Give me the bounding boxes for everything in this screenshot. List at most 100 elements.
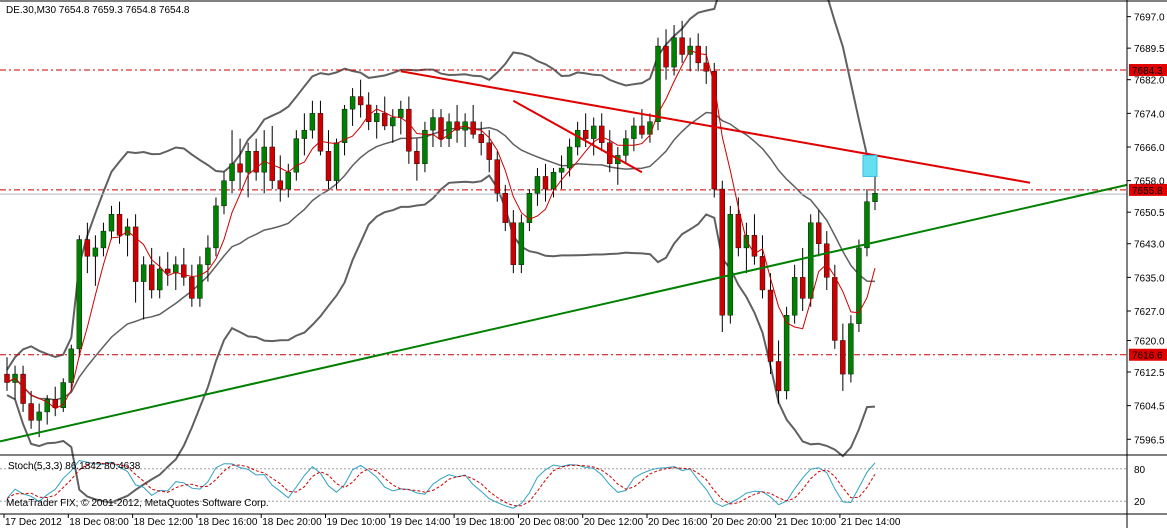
- price-tag: [1129, 64, 1167, 77]
- candle-body: [582, 129, 589, 139]
- candle-body: [157, 268, 163, 291]
- candle-body: [655, 45, 661, 122]
- candle-body: [695, 45, 701, 64]
- candle: [108, 205, 115, 240]
- candle-body: [60, 382, 66, 408]
- candle-body: [382, 113, 388, 127]
- trendlines[interactable]: [0, 70, 1128, 443]
- price-tag-label: 7655.8: [1132, 186, 1163, 197]
- candle-body: [631, 125, 637, 139]
- candle-body: [840, 340, 846, 375]
- copyright-text: MetaTrader FIX, © 2001-2012, MetaQuotes …: [6, 498, 269, 509]
- candle-body: [197, 264, 203, 299]
- candle: [494, 151, 500, 202]
- candle-body: [414, 150, 420, 165]
- candle-body: [237, 163, 243, 173]
- candle: [518, 214, 525, 274]
- candle: [767, 273, 774, 375]
- horizontal-levels[interactable]: 7684.3 7655.8 7616.6: [0, 64, 1167, 362]
- candle: [430, 109, 436, 147]
- time-tick-label: 20 Dec 08:00: [519, 517, 579, 528]
- candle-body: [285, 172, 291, 190]
- candle-body: [783, 315, 790, 392]
- stoch-axis-label: 20: [1134, 497, 1146, 508]
- candle-body: [743, 235, 750, 249]
- time-tick-label: 19 Dec 14:00: [391, 517, 451, 528]
- candle-body: [751, 235, 758, 257]
- candle-body: [502, 193, 508, 223]
- candle-body: [341, 108, 348, 143]
- candle: [92, 235, 99, 286]
- price-tick-label: 7658.0: [1134, 177, 1165, 188]
- price-tick-label: 7643.0: [1134, 240, 1165, 251]
- price-tag: [1129, 348, 1167, 361]
- candle-body: [848, 323, 854, 375]
- time-tick-label: 18 Dec 16:00: [198, 517, 258, 528]
- candle: [349, 88, 356, 126]
- price-tick-label: 7635.0: [1134, 273, 1165, 284]
- candle: [173, 256, 179, 290]
- price-tick-label: 7620.0: [1134, 336, 1165, 347]
- candle-body: [542, 176, 549, 190]
- candle: [293, 130, 300, 181]
- candle-body: [92, 247, 99, 257]
- candle-body: [679, 37, 685, 55]
- candle-body: [309, 113, 316, 131]
- candle-body: [526, 193, 533, 223]
- candle-body: [518, 222, 525, 265]
- time-tick-label: 18 Dec 08:00: [69, 517, 129, 528]
- stochastic-panel: 80 20: [0, 459, 1146, 509]
- candle: [357, 79, 364, 118]
- candle: [84, 222, 91, 274]
- candle-body: [398, 108, 404, 118]
- price-tag-label: 7616.6: [1132, 351, 1163, 362]
- green-support-trendline[interactable]: [0, 183, 1128, 443]
- candle: [317, 100, 324, 156]
- ma-line: [6, 49, 876, 410]
- red-resistance-trendline[interactable]: [400, 70, 1031, 184]
- candle-body: [478, 134, 484, 143]
- candle-body: [799, 277, 806, 299]
- stoch-label: Stoch(5,3,3) 86.1842 80.4638: [8, 461, 141, 472]
- candle-body: [189, 277, 195, 299]
- candle-body: [832, 277, 838, 341]
- candle-body: [52, 399, 58, 408]
- price-tick-label: 7604.5: [1134, 402, 1165, 413]
- candle: [872, 172, 878, 211]
- candle: [743, 222, 750, 274]
- candle: [245, 142, 251, 198]
- candle-body: [446, 121, 452, 139]
- candle: [157, 256, 163, 299]
- candle: [623, 130, 629, 164]
- price-tick-label: 7650.5: [1134, 208, 1165, 219]
- candle-body: [727, 214, 734, 316]
- candle-body: [454, 121, 460, 131]
- candle-body: [816, 222, 822, 244]
- candle-body: [4, 373, 10, 383]
- time-tick-label: 17 Dec 2012: [5, 517, 62, 528]
- candle-body: [181, 264, 187, 278]
- candle-body: [221, 180, 227, 207]
- candle: [751, 214, 758, 265]
- candle-body: [165, 268, 171, 274]
- candle-body: [599, 125, 605, 143]
- red-short-trendline[interactable]: [512, 99, 643, 174]
- candle: [864, 189, 870, 257]
- candle-body: [333, 142, 340, 181]
- candle: [816, 210, 822, 257]
- candle-body: [534, 176, 541, 194]
- price-tick-label: 7674.0: [1134, 109, 1165, 120]
- candle: [856, 239, 862, 333]
- candle: [382, 96, 388, 131]
- time-tick-label: 20 Dec 16:00: [648, 517, 708, 528]
- candle: [727, 205, 734, 324]
- time-tick-label: 18 Dec 20:00: [262, 517, 322, 528]
- candle-body: [108, 214, 115, 232]
- candle-body: [775, 361, 782, 392]
- candle: [165, 252, 171, 286]
- candle: [197, 256, 203, 307]
- candle: [253, 138, 259, 181]
